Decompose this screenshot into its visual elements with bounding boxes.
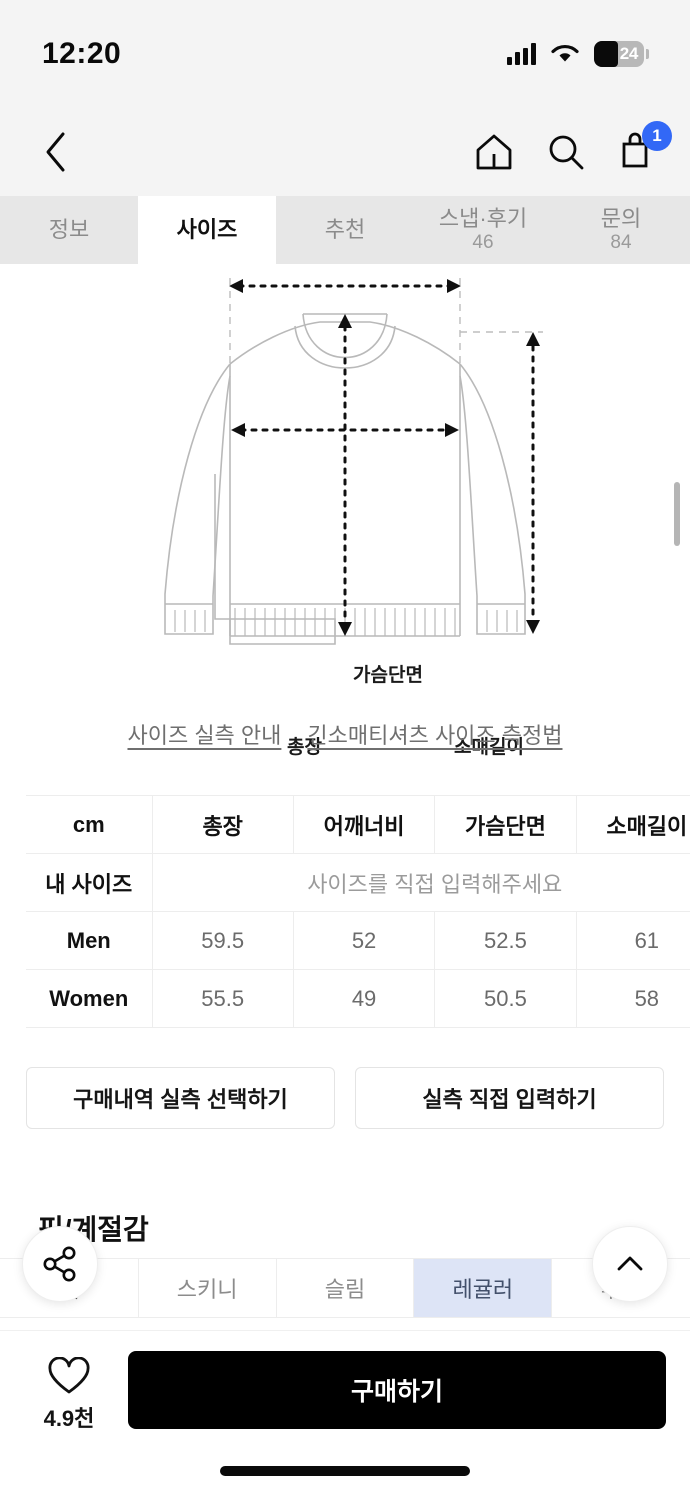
- cell-men-total-length: 59.5: [151, 911, 294, 970]
- table-header-total-length: 총장: [151, 795, 294, 854]
- navigation-bar: 1: [0, 108, 690, 196]
- scroll-to-top-button[interactable]: [592, 1226, 668, 1302]
- fit-row: 핏 스키니 슬림 레귤러 루즈: [0, 1258, 690, 1318]
- link-size-measure-guide[interactable]: 사이즈 실측 안내: [127, 723, 282, 748]
- fit-option-skinny[interactable]: 스키니: [139, 1259, 277, 1317]
- cell-women-shoulder-width: 49: [292, 969, 436, 1028]
- fit-option-regular[interactable]: 레귤러: [414, 1259, 553, 1317]
- my-size-input[interactable]: 사이즈를 직접 입력해주세요: [151, 853, 690, 912]
- battery-icon: 24: [594, 41, 649, 67]
- link-longsleeve-measure-method[interactable]: 긴소매티셔츠 사이즈 측정법: [307, 723, 563, 748]
- tab-label: 문의: [600, 205, 642, 231]
- shopping-bag-icon: [622, 132, 648, 168]
- page-scrollbar[interactable]: [674, 482, 680, 546]
- measurement-diagram: 가슴단면 총장 소매길이: [0, 264, 690, 759]
- tab-size[interactable]: 사이즈: [138, 196, 276, 264]
- search-icon: [549, 135, 584, 170]
- status-indicators: 24: [507, 41, 649, 67]
- table-header-sleeve-length: 소매길이: [575, 795, 690, 854]
- bag-badge: 1: [642, 121, 672, 151]
- label-total-length: 총장: [283, 732, 326, 759]
- size-table-scroll-container[interactable]: cm 총장 어깨너비 가슴단면 소매길이 내 사이즈 사이즈를 직접 입력해주세…: [26, 795, 690, 1028]
- tab-label: 정보: [48, 217, 90, 243]
- tab-count: 84: [610, 232, 632, 254]
- like-count: 4.9천: [43, 1406, 95, 1431]
- tab-label: 스냅·후기: [438, 205, 528, 231]
- cell-women-sleeve-length: 58: [575, 969, 690, 1028]
- tab-inquiry[interactable]: 문의 84: [552, 196, 690, 264]
- tab-label: 사이즈: [176, 217, 238, 243]
- cell-women-total-length: 55.5: [151, 969, 294, 1028]
- nav-actions: 1: [472, 121, 672, 174]
- tab-info[interactable]: 정보: [0, 196, 138, 264]
- chevron-up-icon: [617, 1256, 643, 1271]
- chevron-left-icon: [46, 132, 65, 172]
- cell-women-chest-width: 50.5: [434, 969, 577, 1028]
- select-from-purchase-history-button[interactable]: 구매내역 실측 선택하기: [26, 1067, 335, 1129]
- label-chest-width: 가슴단면: [349, 660, 427, 687]
- table-header-row: cm 총장 어깨너비 가슴단면 소매길이: [26, 795, 690, 854]
- search-button[interactable]: [544, 130, 588, 174]
- buy-button[interactable]: 구매하기: [128, 1351, 666, 1429]
- status-time: 12:20: [42, 37, 122, 70]
- table-header-unit: cm: [26, 795, 153, 854]
- tab-label: 추천: [324, 217, 366, 243]
- cell-men-chest-width: 52.5: [434, 911, 577, 970]
- back-button[interactable]: [34, 130, 78, 174]
- label-sleeve-length: 소매길이: [450, 732, 528, 759]
- shopping-bag-button[interactable]: 1: [616, 121, 672, 174]
- my-size-label: 내 사이즈: [26, 853, 153, 912]
- tab-count: 46: [472, 232, 494, 254]
- cell-men-sleeve-length: 61: [575, 911, 690, 970]
- table-row: Men 59.5 52 52.5 61: [26, 911, 690, 970]
- tab-recommend[interactable]: 추천: [276, 196, 414, 264]
- size-guide-links: 사이즈 실측 안내 긴소매티셔츠 사이즈 측정법: [0, 718, 690, 750]
- sweatshirt-illustration: [164, 278, 543, 645]
- home-icon: [476, 134, 512, 170]
- section-tabs: 정보 사이즈 추천 스냅·후기 46 문의 84: [0, 196, 690, 264]
- enter-measurement-manually-button[interactable]: 실측 직접 입력하기: [355, 1067, 664, 1129]
- share-button[interactable]: [22, 1226, 98, 1302]
- status-bar: 12:20 24: [0, 0, 690, 108]
- table-row-my-size[interactable]: 내 사이즈 사이즈를 직접 입력해주세요: [26, 853, 690, 912]
- bottom-action-bar: 4.9천 구매하기: [0, 1330, 690, 1500]
- fit-option-slim[interactable]: 슬림: [277, 1259, 415, 1317]
- table-row: Women 55.5 49 50.5 58: [26, 969, 690, 1028]
- table-header-shoulder-width: 어깨너비: [292, 795, 436, 854]
- heart-icon: [48, 1357, 90, 1394]
- size-table: cm 총장 어깨너비 가슴단면 소매길이 내 사이즈 사이즈를 직접 입력해주세…: [26, 795, 690, 1028]
- measurement-actions: 구매내역 실측 선택하기 실측 직접 입력하기: [26, 1067, 664, 1129]
- row-label-men: Men: [26, 911, 153, 970]
- home-indicator: [220, 1466, 470, 1476]
- tab-snap-review[interactable]: 스냅·후기 46: [414, 196, 552, 264]
- share-icon: [43, 1246, 76, 1282]
- table-header-chest-width: 가슴단면: [434, 795, 577, 854]
- cell-men-shoulder-width: 52: [292, 911, 436, 970]
- home-button[interactable]: [472, 130, 516, 174]
- wifi-icon: [551, 44, 579, 62]
- signal-bars-icon: [507, 43, 536, 65]
- battery-level: 24: [619, 44, 639, 63]
- like-button[interactable]: 4.9천: [36, 1357, 102, 1433]
- row-label-women: Women: [26, 969, 153, 1028]
